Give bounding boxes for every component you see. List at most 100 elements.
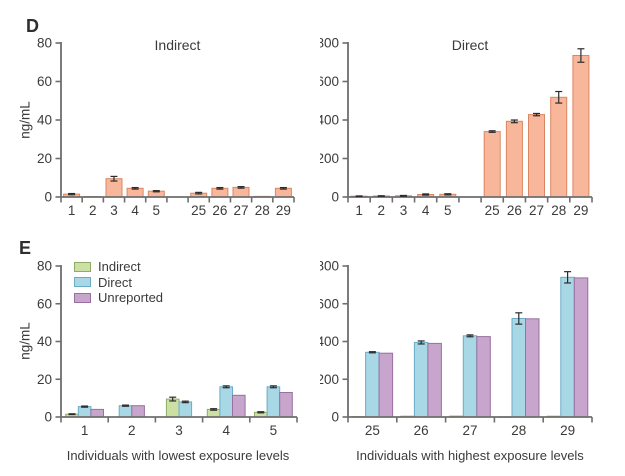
- x-tick-label-26: 26: [212, 203, 227, 218]
- axes: 0 200 400 600 800: [320, 259, 593, 425]
- bar-unreported-27: [476, 336, 491, 418]
- x-tick-label-27: 27: [529, 203, 544, 218]
- x-tick-label-28: 28: [511, 423, 526, 438]
- bar-direct-3: [178, 401, 193, 418]
- y-tick-label: 200: [320, 151, 339, 166]
- axes: 0 20 40 60 80: [37, 36, 295, 205]
- bar-unreported-26: [427, 342, 442, 418]
- chart-title: Direct: [452, 37, 489, 53]
- x-tick-label-4: 4: [222, 423, 230, 438]
- bar-direct-1: [77, 406, 92, 418]
- legend-swatch-unreported: [74, 292, 91, 303]
- y-tick-label: 400: [320, 113, 339, 128]
- error-bars: [368, 271, 572, 354]
- x-tick-label-2: 2: [128, 423, 136, 438]
- axes: 0 200 400 600 800: [320, 36, 593, 205]
- x-tick-label-5: 5: [270, 423, 278, 438]
- bar-direct-26: [413, 341, 429, 418]
- bar-direct-4: [219, 386, 233, 418]
- bar-unreported-29: [573, 277, 589, 418]
- x-tick-label-2: 2: [378, 203, 386, 218]
- x-tick-label-3: 3: [110, 203, 118, 218]
- bars: [351, 276, 589, 418]
- x-tick-label-29: 29: [276, 203, 291, 218]
- bar-direct-5: [266, 386, 281, 418]
- y-tick-label: 400: [320, 334, 339, 349]
- chart-d-direct: 0 200 400 600 800 1 2 3 4 5 25 26 27 28 29 Direct: [320, 36, 593, 218]
- bars: [350, 55, 590, 198]
- bar-direct-2: [118, 405, 133, 418]
- bar-unreported-5: [279, 392, 293, 418]
- x-tick-label-28: 28: [255, 203, 270, 218]
- bar-direct-29: [572, 55, 590, 198]
- y-tick-label: 800: [320, 259, 339, 274]
- panel-letter-e: E: [19, 238, 32, 258]
- error-bars: [355, 48, 585, 198]
- bar-direct-28: [511, 318, 526, 418]
- error-bars: [68, 385, 277, 416]
- x-tick-label-26: 26: [507, 203, 522, 218]
- bar-direct-28: [550, 96, 568, 198]
- y-tick-label: 60: [37, 296, 52, 311]
- legend-label-unreported: Unreported: [98, 290, 164, 305]
- error-bars: [68, 175, 287, 196]
- y-tick-label: 0: [44, 190, 52, 205]
- x-tick-label-3: 3: [400, 203, 408, 218]
- y-axis-label-bottom: ng/mL: [17, 322, 33, 360]
- bar-unreported-1: [90, 408, 105, 418]
- y-tick-label: 80: [37, 36, 52, 51]
- y-tick-label: 40: [37, 334, 52, 349]
- x-tick-label-1: 1: [81, 423, 89, 438]
- x-axis-title-lowest: Individuals with lowest exposure levels: [66, 448, 290, 463]
- y-tick-label: 600: [320, 296, 339, 311]
- y-tick-label: 20: [37, 151, 52, 166]
- x-tick-label-4: 4: [422, 203, 430, 218]
- x-tick-label-5: 5: [153, 203, 161, 218]
- x-axis-title-highest: Individuals with highest exposure levels: [356, 448, 584, 463]
- y-tick-label: 40: [37, 113, 52, 128]
- y-tick-label: 20: [37, 372, 52, 387]
- y-tick-label: 0: [331, 190, 339, 205]
- x-tick-label-25: 25: [191, 203, 206, 218]
- y-tick-label: 60: [37, 74, 52, 89]
- x-tick-label-5: 5: [444, 203, 452, 218]
- chart-e-highest: 0 200 400 600 800 25 26 27 28 29: [320, 259, 593, 438]
- x-tick-label-4: 4: [131, 203, 139, 218]
- legend-label-direct: Direct: [98, 274, 132, 290]
- bars: [63, 178, 292, 198]
- bar-unreported-25: [378, 352, 394, 418]
- x-tick-label-3: 3: [175, 423, 183, 438]
- bar-unreported-4: [232, 394, 246, 418]
- x-tick-label-25: 25: [365, 423, 380, 438]
- y-axis-label-top: ng/mL: [17, 101, 33, 139]
- legend: Indirect Direct Unreported: [74, 259, 163, 306]
- legend-swatch-direct: [74, 277, 91, 288]
- legend-item-unreported: Unreported: [74, 290, 163, 306]
- chart-e-lowest: 0 20 40 60 80 1 2 3 4 5: [37, 259, 298, 438]
- x-tick-label-29: 29: [560, 423, 575, 438]
- bar-direct-25: [365, 351, 380, 418]
- x-tick-label-1: 1: [355, 203, 363, 218]
- x-tick-label-25: 25: [485, 203, 500, 218]
- bar-direct-25: [483, 131, 501, 198]
- axes: 0 20 40 60 80: [37, 259, 298, 425]
- y-tick-label: 800: [320, 36, 339, 51]
- x-tick-label-29: 29: [573, 203, 588, 218]
- x-tick-label-2: 2: [89, 203, 97, 218]
- bar-direct-26: [505, 120, 523, 198]
- legend-item-direct: Direct: [74, 275, 163, 291]
- x-tick-label-28: 28: [551, 203, 566, 218]
- bar-unreported-28: [525, 318, 540, 418]
- chart-title: Indirect: [155, 37, 201, 53]
- y-tick-label: 600: [320, 74, 339, 89]
- x-tick-label-26: 26: [414, 423, 429, 438]
- y-tick-label: 200: [320, 372, 339, 387]
- x-tick-label-1: 1: [68, 203, 76, 218]
- legend-label-indirect: Indirect: [98, 259, 141, 274]
- panel-letter-d: D: [26, 16, 39, 36]
- chart-d-indirect: 0 20 40 60 80 1 2 3 4 5 25 26 27 28 29 Indirect: [37, 36, 295, 218]
- bar-indirect-27: [232, 186, 250, 198]
- y-tick-label: 0: [331, 410, 339, 425]
- x-tick-label-27: 27: [234, 203, 249, 218]
